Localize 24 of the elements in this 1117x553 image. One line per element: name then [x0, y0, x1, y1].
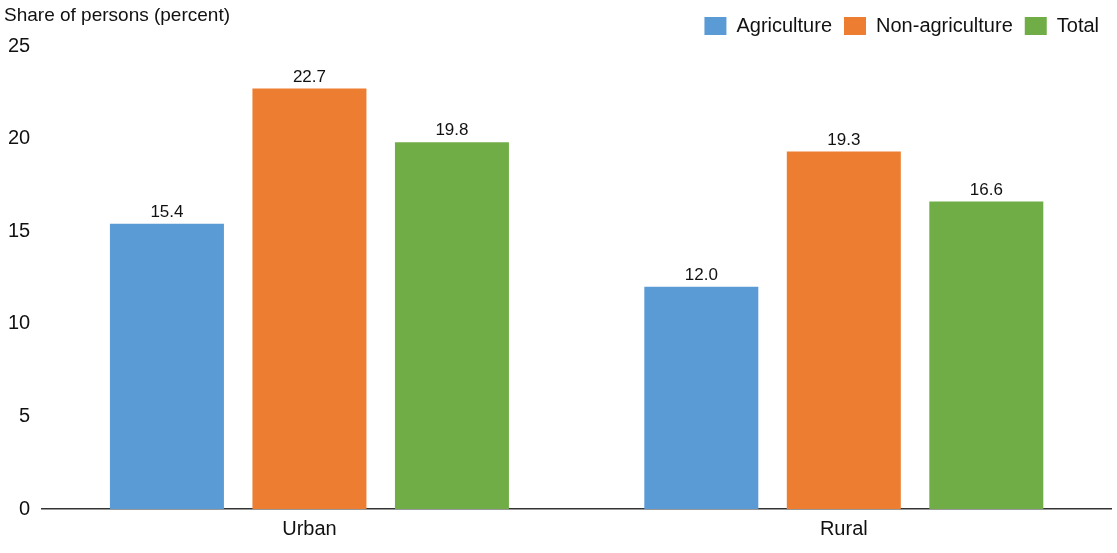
data-label: 19.3 [827, 129, 861, 149]
bar [109, 223, 224, 509]
y-tick-label: 25 [8, 33, 31, 56]
legend-label: Total [1056, 13, 1099, 36]
x-tick-label: Rural [819, 516, 868, 539]
bar [394, 142, 509, 509]
bar [644, 286, 759, 509]
legend-label: Agriculture [736, 13, 833, 36]
data-label: 22.7 [292, 66, 326, 86]
data-label: 15.4 [150, 201, 184, 221]
data-label: 12.0 [684, 264, 718, 284]
y-tick-label: 10 [8, 311, 31, 334]
legend-label: Non-agriculture [876, 13, 1013, 36]
bar [929, 201, 1044, 509]
bar [786, 151, 901, 509]
y-tick-label: 5 [19, 403, 31, 426]
y-axis-title: Share of persons (percent) [4, 3, 231, 25]
data-label: 16.6 [969, 179, 1003, 199]
y-tick-label: 0 [19, 496, 31, 519]
bar [252, 88, 367, 509]
y-tick-label: 20 [8, 126, 31, 149]
x-tick-label: Urban [282, 516, 337, 539]
y-tick-label: 15 [8, 218, 31, 241]
data-label: 19.8 [435, 120, 469, 140]
